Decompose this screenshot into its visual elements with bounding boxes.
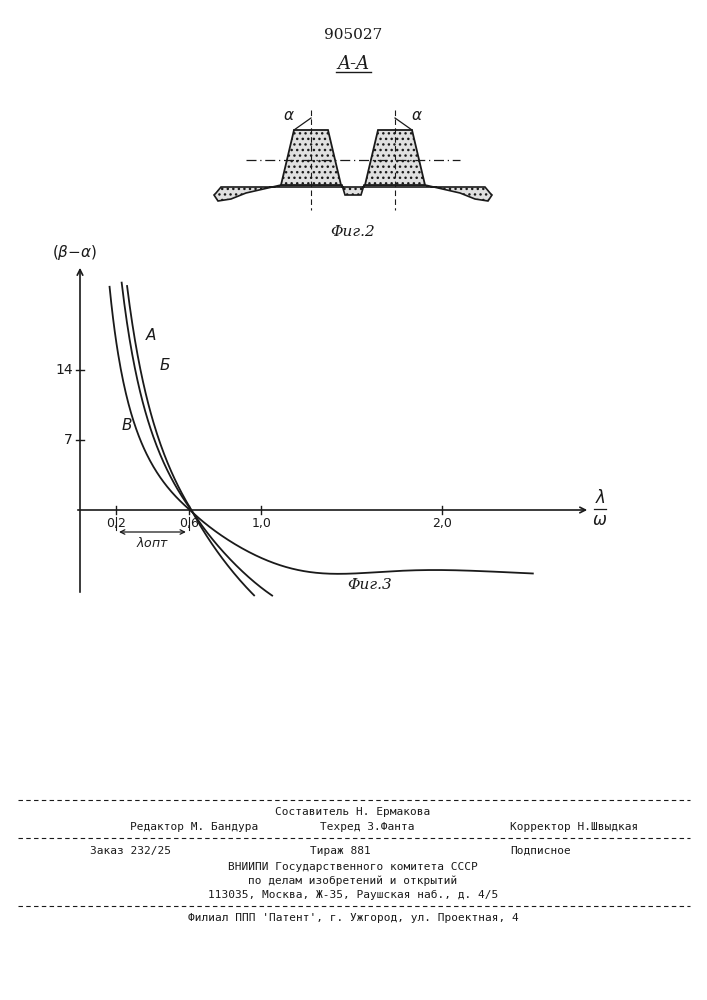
- Text: 113035, Москва, Ж-35, Раушская наб., д. 4/5: 113035, Москва, Ж-35, Раушская наб., д. …: [208, 890, 498, 900]
- Text: Редактор М. Бандура: Редактор М. Бандура: [130, 822, 258, 832]
- Text: $\lambda$: $\lambda$: [595, 489, 605, 507]
- Text: Составитель Н. Ермакова: Составитель Н. Ермакова: [275, 807, 431, 817]
- Text: Б: Б: [160, 358, 170, 372]
- Text: А: А: [146, 328, 156, 342]
- Text: 2,0: 2,0: [432, 517, 452, 530]
- Text: Φиг.2: Φиг.2: [331, 225, 375, 239]
- Text: $\omega$: $\omega$: [592, 511, 607, 529]
- Text: ВНИИПИ Государственного комитета СССР: ВНИИПИ Государственного комитета СССР: [228, 862, 478, 872]
- Text: 1,0: 1,0: [251, 517, 271, 530]
- Text: 905027: 905027: [324, 28, 382, 42]
- Text: Корректор Н.Швыдкая: Корректор Н.Швыдкая: [510, 822, 638, 832]
- Text: 0,6: 0,6: [179, 517, 199, 530]
- Text: $\alpha$: $\alpha$: [411, 108, 423, 123]
- Text: Тираж 881: Тираж 881: [310, 846, 370, 856]
- Polygon shape: [365, 130, 425, 185]
- Text: A-A: A-A: [337, 55, 369, 73]
- Text: 7: 7: [64, 433, 73, 447]
- Text: 14: 14: [55, 363, 73, 377]
- Polygon shape: [214, 185, 492, 201]
- Text: $\lambda$опт: $\lambda$опт: [136, 536, 169, 550]
- Text: Φиг.3: Φиг.3: [347, 578, 392, 592]
- Text: В: В: [122, 418, 132, 432]
- Text: Заказ 232/25: Заказ 232/25: [90, 846, 171, 856]
- Text: 0,2: 0,2: [106, 517, 126, 530]
- Text: Подписное: Подписное: [510, 846, 571, 856]
- Text: $(\beta{-}\alpha)$: $(\beta{-}\alpha)$: [52, 243, 98, 262]
- Polygon shape: [281, 130, 341, 185]
- Text: $\alpha$: $\alpha$: [283, 108, 295, 123]
- Text: Филиал ППП 'Патент', г. Ужгород, ул. Проектная, 4: Филиал ППП 'Патент', г. Ужгород, ул. Про…: [187, 913, 518, 923]
- Text: Техред З.Фанта: Техред З.Фанта: [320, 822, 414, 832]
- Text: по делам изобретений и открытий: по делам изобретений и открытий: [248, 876, 457, 886]
